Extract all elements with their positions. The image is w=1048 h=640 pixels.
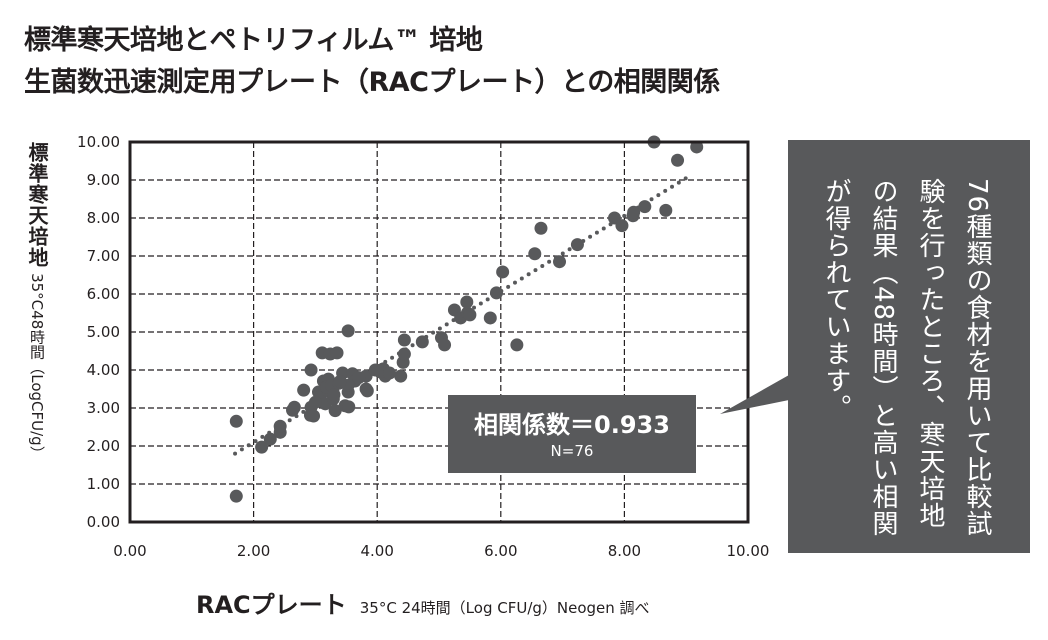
x-tick-labels: 0.00 2.00 4.00 6.00 8.00 10.00 bbox=[113, 542, 769, 560]
x-axis-label: RACプレート 35°C 24時間（Log CFU/g）Neogen 調べ bbox=[196, 585, 650, 620]
data-point bbox=[638, 200, 652, 214]
y-tick-label: 5.00 bbox=[87, 323, 120, 341]
y-tick-label: 1.00 bbox=[87, 475, 120, 493]
data-point bbox=[255, 440, 269, 454]
data-point bbox=[273, 419, 287, 433]
data-point bbox=[328, 404, 342, 418]
data-point bbox=[333, 374, 347, 388]
data-point bbox=[383, 366, 397, 380]
x-axis-label-sub: 35°C 24時間（Log CFU/g）Neogen 調べ bbox=[359, 599, 650, 617]
callout-pointer bbox=[720, 375, 789, 414]
data-point bbox=[359, 382, 373, 396]
data-point bbox=[570, 238, 584, 252]
y-tick-label: 7.00 bbox=[87, 247, 120, 265]
y-tick-label: 3.00 bbox=[87, 399, 120, 417]
x-tick-label: 4.00 bbox=[360, 542, 393, 560]
y-tick-labels: 0.00 1.00 2.00 3.00 4.00 5.00 6.00 7.00 8.00 9.00… bbox=[77, 133, 120, 531]
data-point bbox=[297, 383, 311, 397]
data-point bbox=[394, 369, 408, 383]
data-point bbox=[627, 205, 641, 219]
sample-count: N=76 bbox=[550, 442, 594, 460]
x-tick-label: 8.00 bbox=[608, 542, 641, 560]
data-points bbox=[229, 135, 704, 503]
data-point bbox=[341, 324, 355, 338]
data-point bbox=[489, 286, 503, 300]
plot-frame bbox=[128, 140, 750, 524]
data-point bbox=[342, 400, 356, 414]
x-axis-label-main: RACプレート bbox=[196, 591, 347, 619]
data-point bbox=[330, 346, 344, 360]
y-axis-label-main: 標準寒天培地 bbox=[25, 142, 49, 268]
y-tick-label: 4.00 bbox=[87, 361, 120, 379]
data-point bbox=[553, 255, 567, 269]
callout-box: 76種類の食材を用いて比較試験を行ったところ、寒天培地の結果（48時間）と高い相… bbox=[788, 140, 1030, 553]
correlation-value: 相関係数＝0.933 bbox=[474, 411, 670, 439]
data-point bbox=[659, 203, 673, 217]
chart-title-line1: 標準寒天培地とペトリフィルム™ 培地 bbox=[24, 25, 483, 56]
y-tick-label: 6.00 bbox=[87, 285, 120, 303]
y-axis-label: 標準寒天培地 35°C48時間（LogCFU/g） bbox=[24, 142, 52, 461]
data-point bbox=[463, 308, 477, 322]
x-tick-label: 10.00 bbox=[727, 542, 770, 560]
correlation-box: 相関係数＝0.933 N=76 bbox=[448, 395, 696, 473]
x-tick-label: 0.00 bbox=[113, 542, 146, 560]
data-point bbox=[690, 140, 704, 154]
y-tick-label: 10.00 bbox=[77, 133, 120, 151]
data-point bbox=[483, 311, 497, 325]
data-point bbox=[304, 363, 318, 377]
data-point bbox=[327, 388, 341, 402]
data-point bbox=[229, 414, 243, 428]
data-point bbox=[352, 371, 366, 385]
data-point bbox=[397, 347, 411, 361]
data-point bbox=[263, 432, 277, 446]
y-tick-label: 2.00 bbox=[87, 437, 120, 455]
y-tick-label: 8.00 bbox=[87, 209, 120, 227]
data-point bbox=[510, 338, 524, 352]
x-tick-label: 2.00 bbox=[237, 542, 270, 560]
data-point bbox=[534, 221, 548, 235]
y-tick-label: 9.00 bbox=[87, 171, 120, 189]
data-point bbox=[307, 409, 321, 423]
data-point bbox=[415, 335, 429, 349]
callout-text: 76種類の食材を用いて比較試験を行ったところ、寒天培地の結果（48時間）と高い相… bbox=[821, 178, 992, 538]
data-point bbox=[229, 489, 243, 503]
data-point bbox=[287, 400, 301, 414]
data-point bbox=[308, 395, 322, 409]
y-axis-label-sub: 35°C48時間（LogCFU/g） bbox=[28, 273, 46, 461]
data-point bbox=[496, 265, 510, 279]
chart-title-line2: 生菌数迅速測定用プレート（RACプレート）との相関関係 bbox=[24, 67, 720, 98]
data-point bbox=[615, 219, 629, 233]
data-point bbox=[671, 153, 685, 167]
data-point bbox=[528, 247, 542, 261]
data-point bbox=[460, 295, 474, 309]
grid-lines bbox=[130, 142, 748, 522]
y-tick-label: 0.00 bbox=[87, 513, 120, 531]
data-point bbox=[438, 338, 452, 352]
x-tick-label: 6.00 bbox=[484, 542, 517, 560]
data-point bbox=[397, 333, 411, 347]
